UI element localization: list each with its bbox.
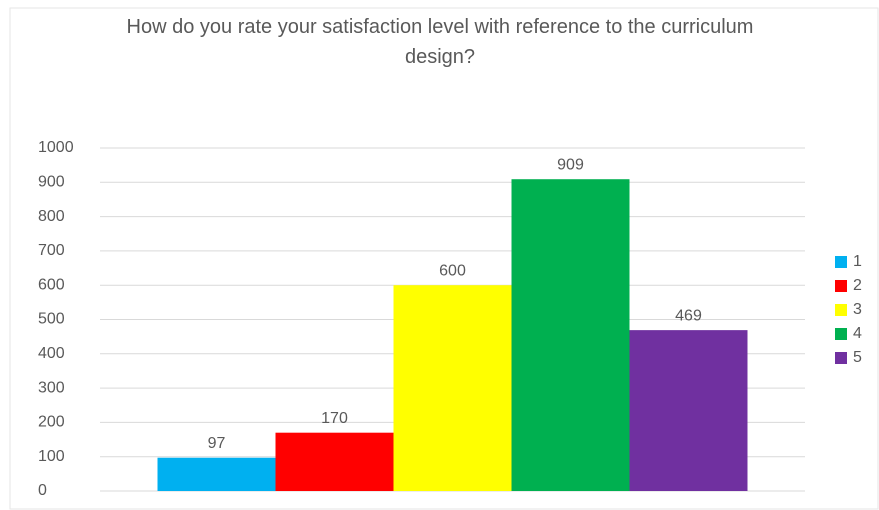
legend-swatch: [835, 352, 847, 364]
bar: [629, 330, 748, 491]
legend-label: 4: [853, 325, 862, 342]
data-label: 469: [675, 307, 702, 324]
y-tick-label: 400: [38, 345, 65, 362]
y-tick-label: 700: [38, 242, 65, 259]
bar: [511, 179, 630, 491]
data-label: 909: [557, 156, 584, 173]
bar: [393, 285, 512, 491]
data-label: 97: [208, 435, 226, 452]
y-tick-label: 100: [38, 448, 65, 465]
data-label: 170: [321, 410, 348, 427]
legend-label: 3: [853, 301, 862, 318]
bar: [157, 457, 276, 491]
bar: [275, 432, 394, 491]
y-tick-label: 300: [38, 379, 65, 396]
y-tick-label: 800: [38, 208, 65, 225]
legend-label: 2: [853, 277, 862, 294]
y-tick-label: 500: [38, 311, 65, 328]
y-tick-label: 900: [38, 174, 65, 191]
legend-swatch: [835, 328, 847, 340]
y-tick-label: 1000: [38, 139, 74, 156]
legend-label: 5: [853, 349, 862, 366]
y-tick-label: 200: [38, 414, 65, 431]
y-tick-label: 600: [38, 276, 65, 293]
legend-swatch: [835, 280, 847, 292]
legend-swatch: [835, 256, 847, 268]
data-label: 600: [439, 262, 466, 279]
legend-label: 1: [853, 253, 862, 270]
chart-title: How do you rate your satisfaction level …: [126, 16, 754, 68]
chart-border: [9, 7, 879, 510]
legend-swatch: [835, 304, 847, 316]
y-tick-label: 0: [38, 482, 47, 499]
